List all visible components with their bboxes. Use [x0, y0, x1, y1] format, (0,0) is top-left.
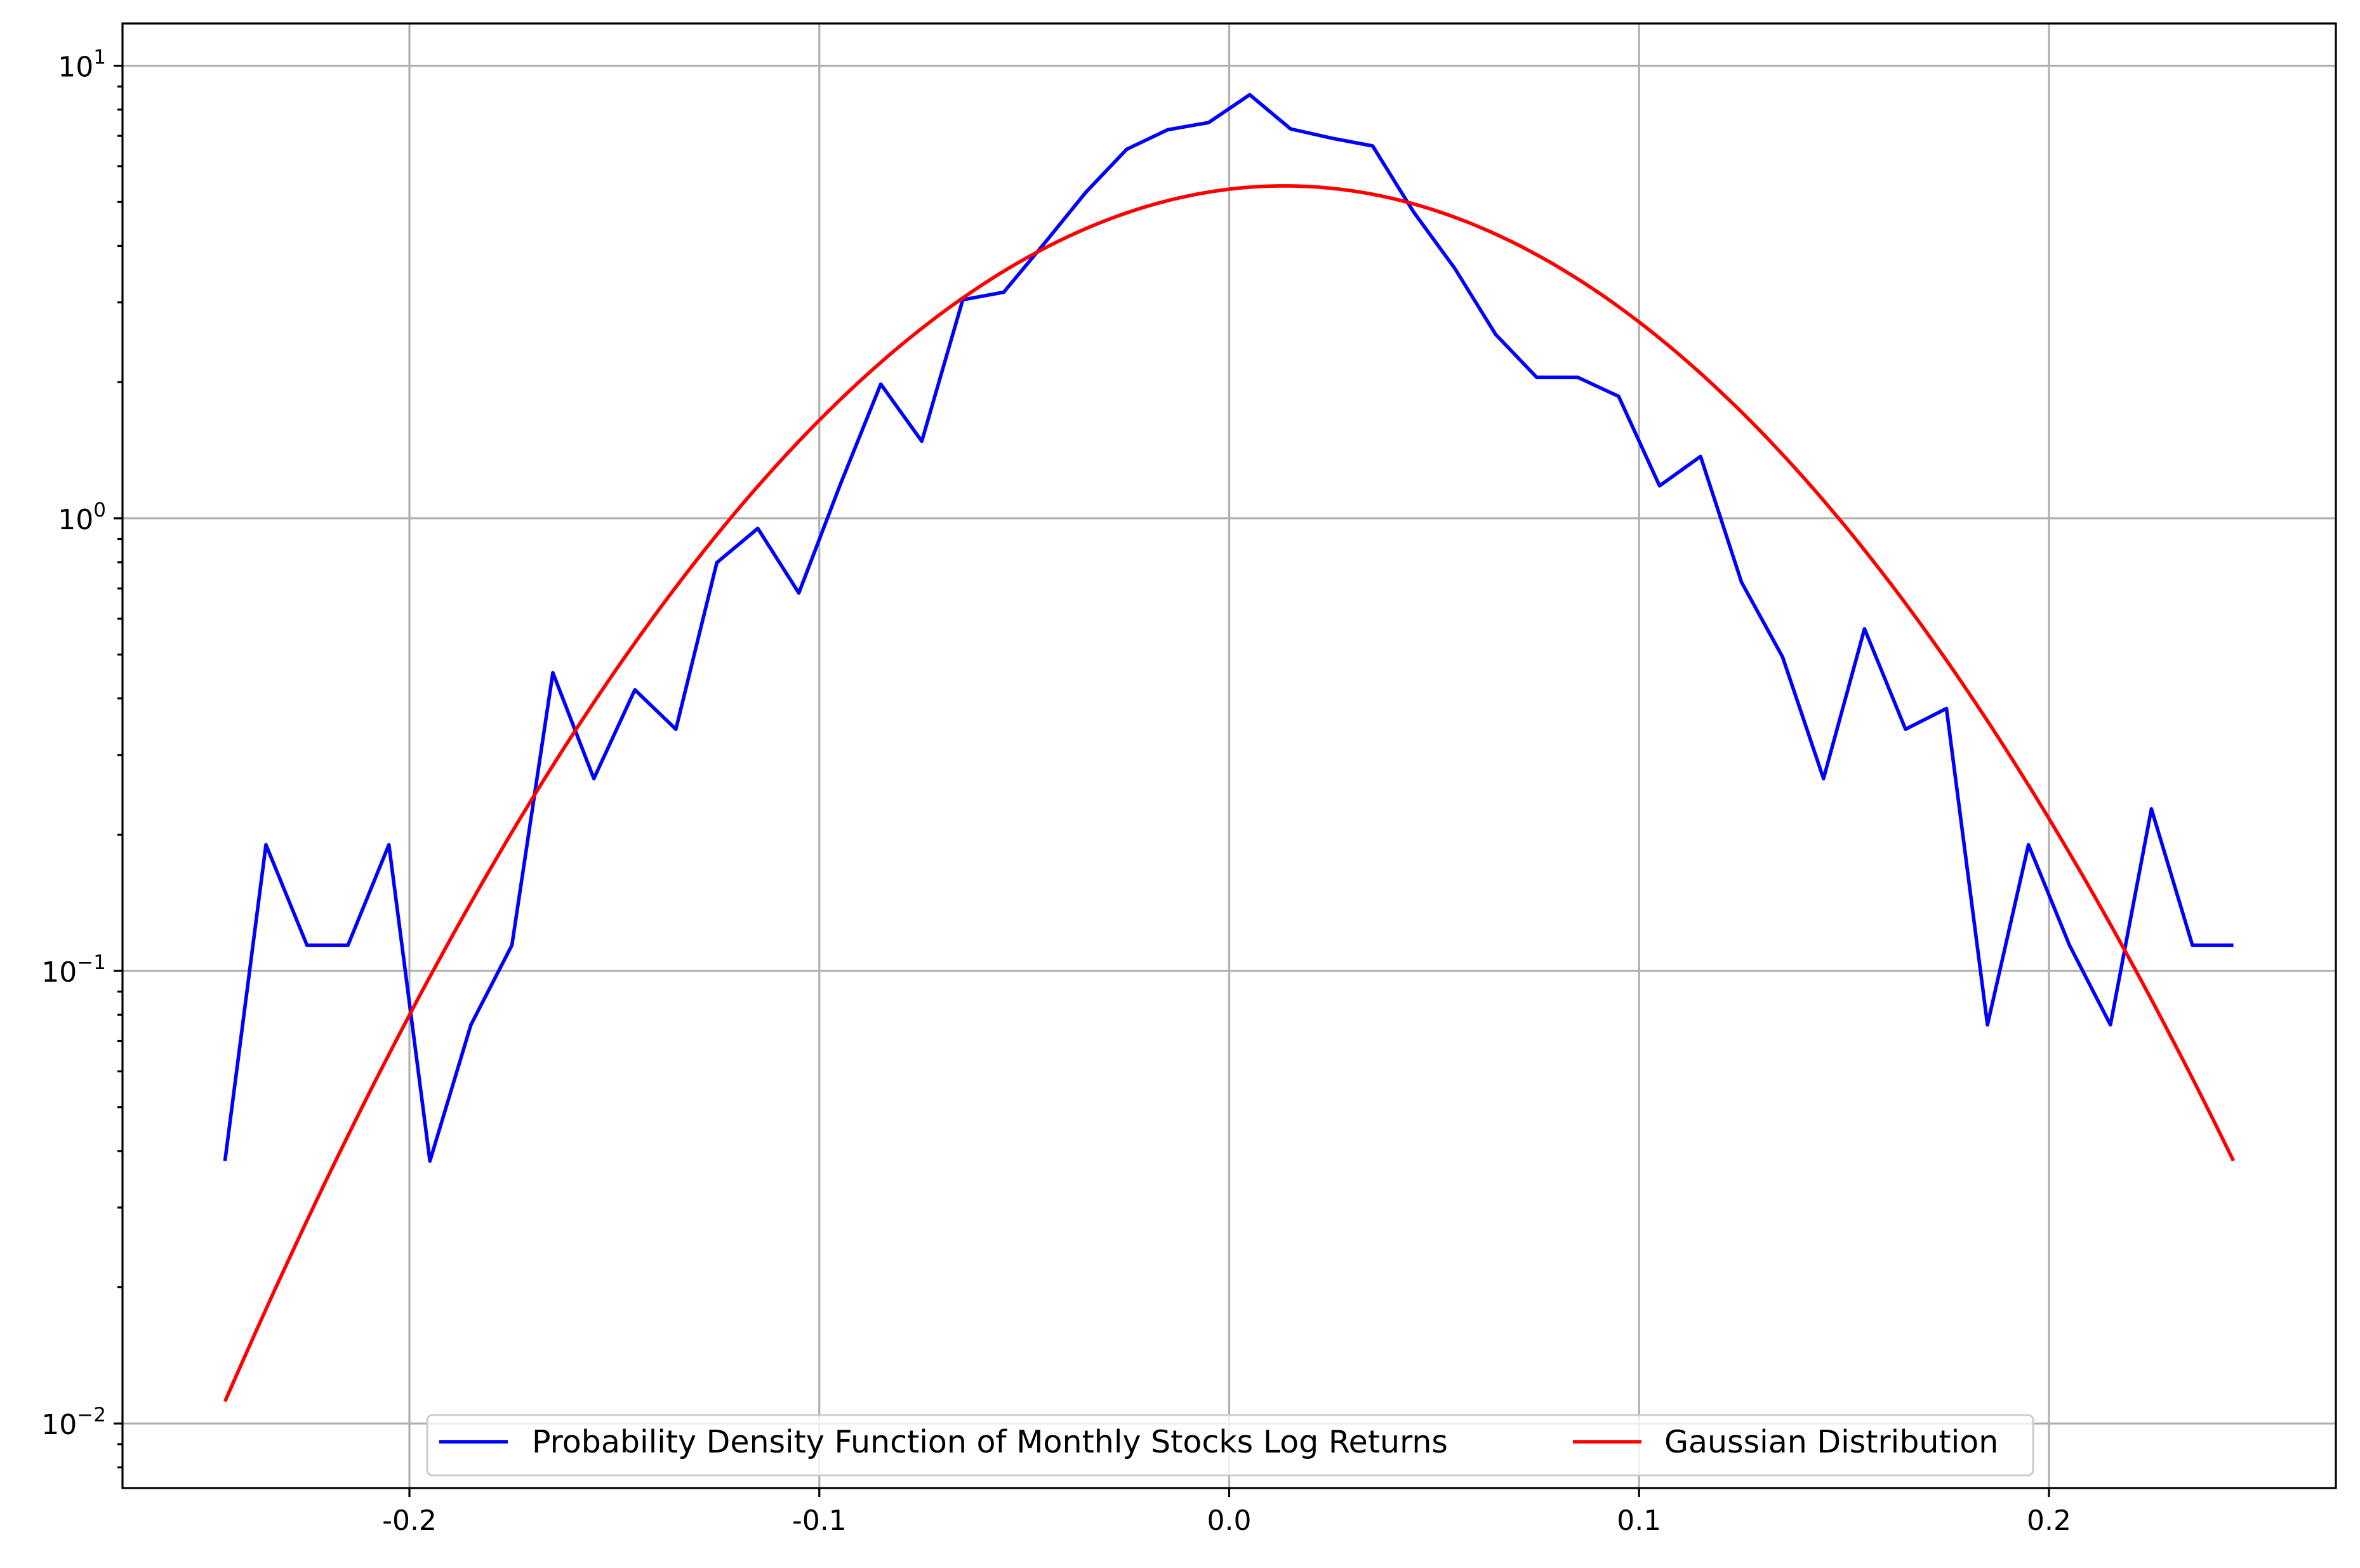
series-line-pdf — [223, 93, 2234, 1163]
series-layer — [223, 93, 2236, 1402]
legend-box — [426, 1414, 2034, 1477]
legend-label-gaussian: Gaussian Distribution — [1664, 1424, 1998, 1460]
legend: Probability Density Function of Monthly … — [426, 1414, 2034, 1477]
ticks: -0.2 -0.1 0.0 0.1 0.2 101 100 10−1 10−2 — [41, 46, 2071, 1537]
x-tick-label-0: -0.2 — [382, 1505, 437, 1537]
x-tick-label-3: 0.1 — [1617, 1505, 1661, 1537]
y-tick-label-0: 101 — [58, 46, 106, 84]
x-tick-label-1: -0.1 — [792, 1505, 847, 1537]
x-tick-label-4: 0.2 — [2027, 1505, 2071, 1537]
x-tick-label-2: 0.0 — [1207, 1505, 1252, 1537]
legend-label-pdf: Probability Density Function of Monthly … — [532, 1424, 1448, 1460]
series-line-gaussian — [223, 184, 2236, 1402]
y-tick-label-3: 10−2 — [41, 1404, 106, 1441]
y-tick-label-2: 10−1 — [41, 951, 106, 989]
y-tick-label-1: 100 — [58, 499, 106, 536]
